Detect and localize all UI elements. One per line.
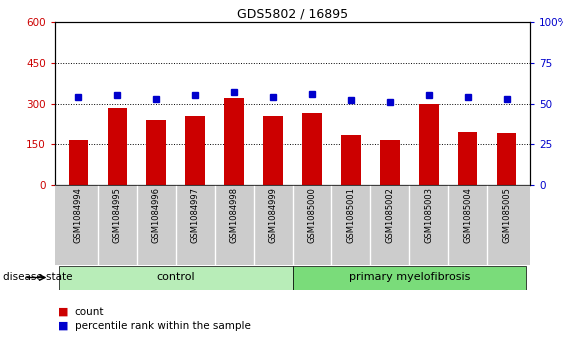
- Text: GSM1085001: GSM1085001: [346, 187, 355, 243]
- Text: GSM1084996: GSM1084996: [152, 187, 160, 244]
- Text: GSM1085003: GSM1085003: [425, 187, 434, 244]
- Text: GSM1085002: GSM1085002: [385, 187, 394, 243]
- Text: GSM1085000: GSM1085000: [307, 187, 316, 243]
- Bar: [108, 107, 127, 185]
- Text: GSM1084997: GSM1084997: [191, 187, 200, 244]
- Text: GSM1085005: GSM1085005: [502, 187, 511, 243]
- Text: disease state: disease state: [3, 273, 72, 282]
- Bar: [341, 135, 361, 185]
- Text: GSM1085004: GSM1085004: [463, 187, 472, 243]
- Text: GSM1084994: GSM1084994: [74, 187, 83, 243]
- Text: GSM1084995: GSM1084995: [113, 187, 122, 243]
- Text: count: count: [75, 307, 104, 317]
- Bar: [497, 133, 516, 185]
- Bar: [263, 116, 283, 185]
- Bar: [380, 140, 400, 185]
- Text: GSM1084998: GSM1084998: [230, 187, 239, 244]
- Text: control: control: [157, 273, 195, 282]
- Text: primary myelofibrosis: primary myelofibrosis: [348, 273, 470, 282]
- Bar: [458, 132, 477, 185]
- Text: ■: ■: [58, 307, 68, 317]
- Bar: [185, 116, 205, 185]
- Text: ■: ■: [58, 321, 68, 331]
- Bar: [225, 98, 244, 185]
- Bar: [59, 265, 293, 290]
- Bar: [302, 113, 321, 185]
- Bar: [419, 103, 439, 185]
- Text: GSM1084999: GSM1084999: [269, 187, 278, 243]
- Text: percentile rank within the sample: percentile rank within the sample: [75, 321, 251, 331]
- Bar: [146, 120, 166, 185]
- Bar: [69, 140, 88, 185]
- Bar: [293, 265, 526, 290]
- Text: GDS5802 / 16895: GDS5802 / 16895: [237, 7, 348, 20]
